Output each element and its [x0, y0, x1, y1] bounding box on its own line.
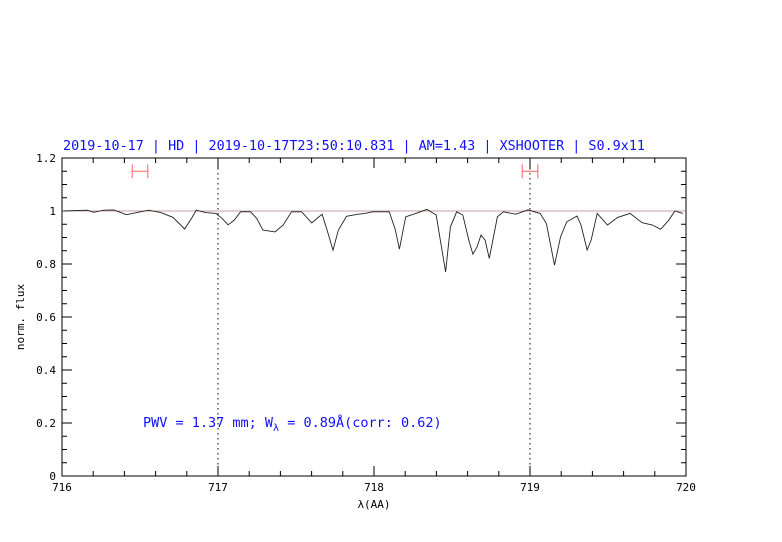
axes: 716 717 718 719 720 0 0.2 0.4 0.6 0.8 1 1.2 — [36, 152, 696, 494]
chart-title: 2019-10-17 | HD | 2019-10-17T23:50:10.83… — [63, 138, 645, 154]
y-axis-label: norm. flux — [14, 284, 27, 351]
plot-frame — [61, 157, 687, 477]
spectrum-line — [63, 208, 684, 272]
y-tick-label: 0.2 — [36, 417, 56, 430]
x-tick-label: 716 — [52, 481, 72, 494]
x-tick-label: 720 — [676, 481, 696, 494]
x-axis-label: λ(AA) — [357, 498, 390, 511]
y-tick-label: 1.2 — [36, 152, 56, 165]
pwv-annotation: PWV = 1.37 mm; Wλ = 0.89Å(corr: 0.62) — [143, 414, 442, 434]
y-tick-label: 0.4 — [36, 364, 56, 377]
y-tick-label: 0 — [49, 470, 56, 483]
x-tick-label: 719 — [520, 481, 540, 494]
annotation-sub: λ — [273, 423, 279, 434]
x-tick-label: 718 — [364, 481, 384, 494]
y-tick-label: 0.6 — [36, 311, 56, 324]
annotation-pre: PWV = 1.37 mm; W — [143, 415, 274, 431]
y-tick-label: 1 — [49, 205, 56, 218]
y-tick-label: 0.8 — [36, 258, 56, 271]
error-bars — [131, 164, 539, 179]
annotation-post: = 0.89Å(corr: 0.62) — [279, 414, 442, 431]
x-tick-label: 717 — [208, 481, 228, 494]
vertical-markers — [217, 158, 531, 476]
